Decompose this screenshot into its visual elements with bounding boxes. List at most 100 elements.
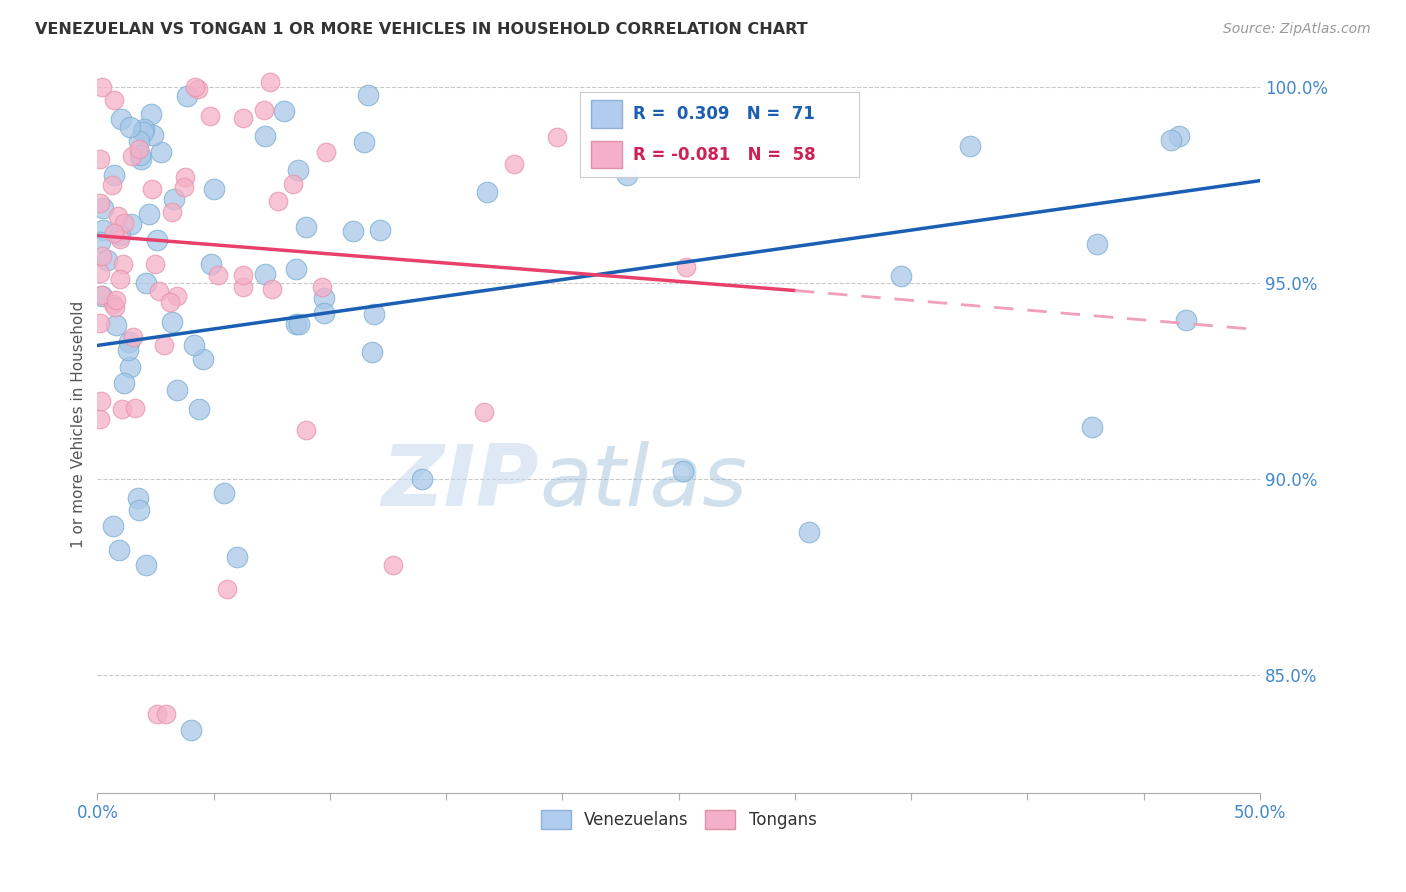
Point xyxy=(131,152,153,166)
Point xyxy=(89,235,111,250)
Point xyxy=(360,344,382,359)
Point xyxy=(267,194,290,208)
Point xyxy=(89,266,111,280)
Point xyxy=(1160,133,1182,147)
Point xyxy=(121,149,143,163)
Point xyxy=(89,152,111,166)
Point xyxy=(1175,312,1198,326)
Point xyxy=(1080,420,1102,434)
Point xyxy=(129,148,152,162)
Point xyxy=(141,182,163,196)
Point xyxy=(148,284,170,298)
Point xyxy=(200,110,222,124)
Point xyxy=(145,233,167,247)
Point xyxy=(382,558,405,573)
Point xyxy=(173,179,195,194)
Point xyxy=(353,135,375,149)
Point xyxy=(191,352,214,367)
Point xyxy=(104,318,127,332)
Point xyxy=(89,195,111,210)
Point xyxy=(502,157,524,171)
Point xyxy=(101,297,124,311)
Point xyxy=(173,170,195,185)
Point xyxy=(285,262,308,277)
Point xyxy=(1168,129,1191,144)
Point xyxy=(314,291,336,305)
Point xyxy=(207,268,229,282)
Point xyxy=(368,223,391,237)
Point xyxy=(90,288,112,302)
Point xyxy=(232,111,254,125)
Point xyxy=(108,227,131,242)
Point xyxy=(357,88,380,103)
Point xyxy=(616,168,638,182)
Point xyxy=(120,217,142,231)
Point xyxy=(215,582,238,596)
Point xyxy=(141,107,163,121)
Point xyxy=(260,282,283,296)
Point xyxy=(163,192,186,206)
Legend: Venezuelans, Tongans: Venezuelans, Tongans xyxy=(534,804,823,836)
Point xyxy=(134,122,156,136)
Point xyxy=(90,79,112,94)
Point xyxy=(128,503,150,517)
Text: atlas: atlas xyxy=(538,442,747,524)
Point xyxy=(142,128,165,142)
Point xyxy=(91,201,114,215)
Point xyxy=(166,289,188,303)
Point xyxy=(108,543,131,558)
Point xyxy=(100,178,122,192)
Point xyxy=(232,279,254,293)
Point xyxy=(114,216,136,230)
Point xyxy=(118,359,141,374)
Point xyxy=(124,401,146,415)
Point xyxy=(295,423,318,437)
Point xyxy=(103,519,125,533)
Point xyxy=(253,103,276,117)
Point xyxy=(103,226,125,240)
Point xyxy=(959,139,981,153)
Point xyxy=(166,383,188,397)
Point xyxy=(112,257,135,271)
Point xyxy=(283,177,305,191)
Point xyxy=(105,293,128,308)
Point xyxy=(103,168,125,182)
Point xyxy=(225,549,247,564)
Point xyxy=(183,338,205,352)
Point xyxy=(112,376,135,390)
Point xyxy=(152,338,174,352)
Text: VENEZUELAN VS TONGAN 1 OR MORE VEHICLES IN HOUSEHOLD CORRELATION CHART: VENEZUELAN VS TONGAN 1 OR MORE VEHICLES … xyxy=(35,22,808,37)
Point xyxy=(472,404,495,418)
Point xyxy=(122,329,145,343)
Point xyxy=(110,112,132,126)
Point xyxy=(91,289,114,303)
Point xyxy=(184,79,207,94)
Point xyxy=(135,276,157,290)
Point xyxy=(315,145,337,160)
Point xyxy=(150,145,173,159)
Point xyxy=(546,129,568,144)
Point xyxy=(127,491,149,506)
Point xyxy=(111,401,134,416)
Point xyxy=(342,224,364,238)
Point xyxy=(411,472,433,486)
Point xyxy=(890,269,912,284)
Point xyxy=(146,707,169,722)
Point xyxy=(273,103,295,118)
Point xyxy=(592,102,614,116)
Point xyxy=(314,306,336,320)
Point xyxy=(135,558,157,573)
Point xyxy=(363,307,385,321)
Y-axis label: 1 or more Vehicles in Household: 1 or more Vehicles in Household xyxy=(72,301,86,548)
Point xyxy=(285,317,308,331)
Point xyxy=(118,120,141,135)
Point xyxy=(107,209,129,223)
Point xyxy=(288,317,311,331)
Point xyxy=(90,394,112,409)
Point xyxy=(253,267,276,281)
Point xyxy=(89,411,111,425)
Point xyxy=(180,723,202,737)
Point xyxy=(214,485,236,500)
Point xyxy=(131,124,153,138)
Point xyxy=(155,707,177,722)
